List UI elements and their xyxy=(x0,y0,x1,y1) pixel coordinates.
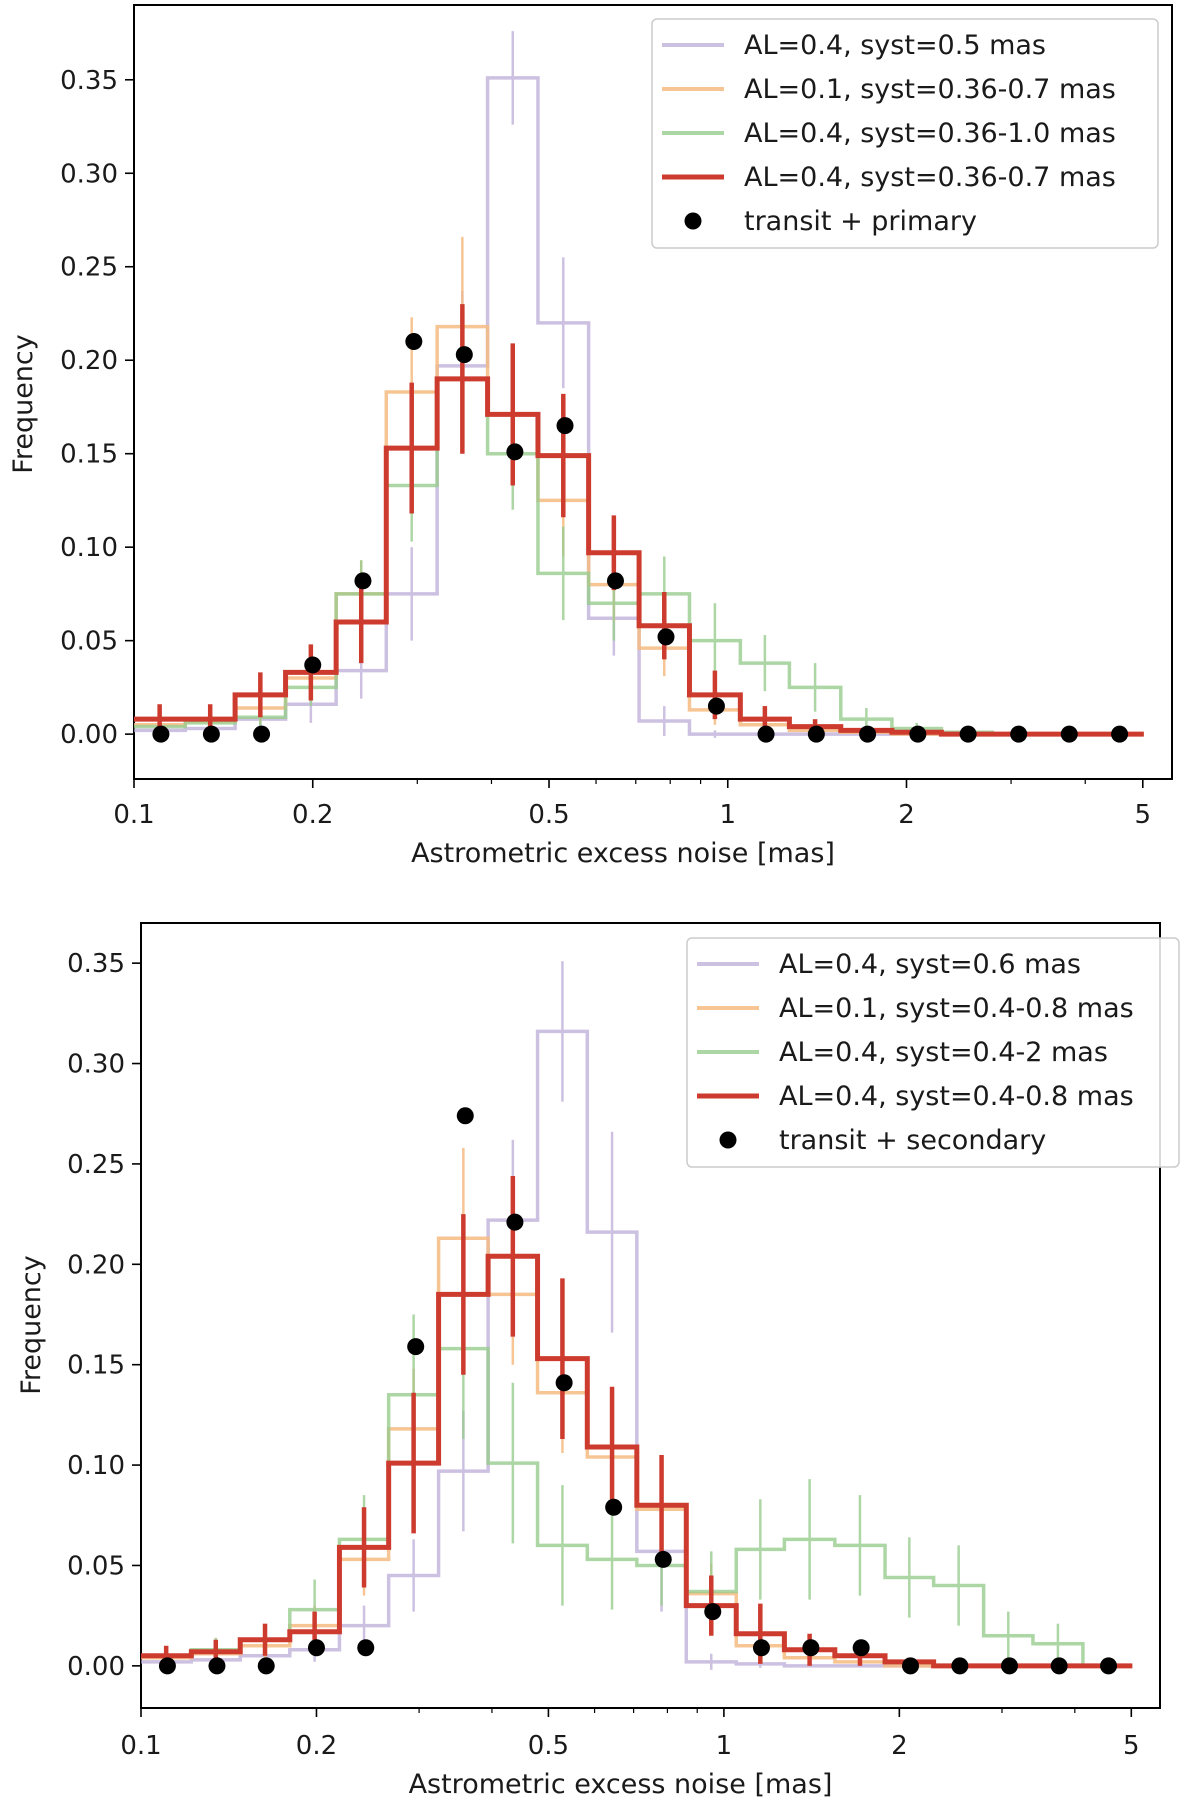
panel1-data-point xyxy=(455,346,473,364)
panel2-x-tick-label: 5 xyxy=(1123,1731,1140,1761)
panel1-data-point xyxy=(657,628,675,646)
panel1-data-point xyxy=(707,697,725,715)
panel1-data-point xyxy=(1111,725,1129,743)
panel2-y-tick-label: 0.15 xyxy=(67,1351,125,1381)
panel1-legend: AL=0.4, syst=0.5 mas AL=0.1, syst=0.36-0.… xyxy=(651,18,1159,249)
panel2-y-tick-label: 0.30 xyxy=(67,1050,125,1080)
panel1-x-tick-label: 0.1 xyxy=(113,800,154,830)
panel1-data-point xyxy=(909,725,927,743)
panel2-data-point xyxy=(555,1374,573,1392)
panel1-data-point xyxy=(1060,725,1078,743)
panel2-legend-swatch-points xyxy=(719,1131,737,1149)
panel2-data-point xyxy=(605,1498,623,1516)
panel2-data-point xyxy=(506,1213,524,1231)
panel2-y-tick-label: 0.05 xyxy=(67,1551,125,1581)
panel1-data-point xyxy=(506,443,524,461)
panel2-data-point xyxy=(802,1639,820,1657)
panel2-data-point xyxy=(357,1639,375,1657)
panel1-y-tick-label: 0.05 xyxy=(60,627,118,657)
panel2-data-point xyxy=(158,1657,176,1675)
panel2-legend-label-points: transit + secondary xyxy=(779,1125,1046,1156)
panel1-legend-label-3: AL=0.4, syst=0.36-1.0 mas xyxy=(744,118,1116,149)
panel2-data-point xyxy=(1100,1657,1118,1675)
panel2-plot-area xyxy=(141,961,1133,1675)
panel1-y-tick-label: 0.35 xyxy=(60,66,118,96)
panel1-legend-label-2: AL=0.1, syst=0.36-0.7 mas xyxy=(744,74,1116,105)
panel1-x-axis-label: Astrometric excess noise [mas] xyxy=(411,838,835,869)
panel1-data-point xyxy=(152,725,170,743)
panel2-data-point xyxy=(852,1639,870,1657)
panel1-data-point xyxy=(757,725,775,743)
panel1-x-tick-label: 5 xyxy=(1135,800,1152,830)
panel1-y-tick-label: 0.10 xyxy=(60,533,118,563)
panel2-x-axis-label: Astrometric excess noise [mas] xyxy=(409,1769,833,1800)
panel2-legend-label-1: AL=0.4, syst=0.6 mas xyxy=(779,949,1081,980)
panel2-data-point xyxy=(456,1107,474,1125)
panel1-data-point xyxy=(606,572,624,590)
panel2-y-tick-label: 0.20 xyxy=(67,1250,125,1280)
panel2-data-point xyxy=(951,1657,969,1675)
panel1-data-point xyxy=(202,725,220,743)
panel2-data-point xyxy=(307,1639,325,1657)
panel1-points xyxy=(152,333,1129,743)
panel1-plot-area xyxy=(134,31,1144,743)
panel1-y-tick-label: 0.00 xyxy=(60,720,118,750)
panel2-chart: 0.00 0.05 0.10 0.15 0.20 0.25 0.30 0.35 0.1 0.2 0.… xyxy=(16,922,1180,1800)
panel2-series-4-step-line xyxy=(141,1253,1133,1669)
panel2-y-tick-label: 0.35 xyxy=(67,949,125,979)
panel1-data-point xyxy=(304,656,322,674)
panel2-data-point xyxy=(1000,1657,1018,1675)
panel2-axes-frame xyxy=(140,922,1161,1709)
panel2-data-point xyxy=(257,1657,275,1675)
panel2-x-tick-label: 0.2 xyxy=(296,1731,337,1761)
panel1-data-point xyxy=(1010,725,1028,743)
panel2-data-point xyxy=(704,1603,722,1621)
panel2-y-tick-label: 0.25 xyxy=(67,1150,125,1180)
panel1-legend-box xyxy=(651,18,1159,249)
panel1-axes-frame xyxy=(133,4,1173,780)
panel1-legend-label-points: transit + primary xyxy=(744,206,977,237)
panel2-y-axis-label: Frequency xyxy=(16,1255,47,1395)
panel1-x-tick-label: 1 xyxy=(719,800,736,830)
panel1-data-point xyxy=(807,725,825,743)
panel2-legend-label-3: AL=0.4, syst=0.4-2 mas xyxy=(779,1037,1108,1068)
panel1-y-axis-label: Frequency xyxy=(8,334,39,474)
panel1-data-point xyxy=(354,572,372,590)
panel1-legend-label-4: AL=0.4, syst=0.36-0.7 mas xyxy=(744,162,1116,193)
panel1-data-point xyxy=(556,417,574,435)
panel1-x-tick-label: 2 xyxy=(898,800,915,830)
panel2-x-tick-label: 2 xyxy=(891,1731,908,1761)
panel2-legend-box xyxy=(686,937,1180,1168)
panel2-data-point xyxy=(654,1550,672,1568)
panel2-data-point xyxy=(901,1657,919,1675)
panel1-data-point xyxy=(253,725,271,743)
panel2-legend: AL=0.4, syst=0.6 mas AL=0.1, syst=0.4-0.8… xyxy=(686,937,1180,1168)
panel1-y-tick-label: 0.30 xyxy=(60,159,118,189)
panel1-data-point xyxy=(405,333,423,351)
panel2-x-tick-label: 0.5 xyxy=(528,1731,569,1761)
panel1-chart: 0.00 0.05 0.10 0.15 0.20 0.25 0.30 0.35 0.1 0.2 0.… xyxy=(8,4,1173,869)
panel1-y-tick-label: 0.15 xyxy=(60,440,118,470)
panel1-y-tick-label: 0.20 xyxy=(60,346,118,376)
panel1-x-tick-label: 0.5 xyxy=(528,800,569,830)
panel1-data-point xyxy=(959,725,977,743)
panel1-legend-label-1: AL=0.4, syst=0.5 mas xyxy=(744,30,1046,61)
panel2-data-point xyxy=(752,1639,770,1657)
panel2-y-tick-label: 0.00 xyxy=(67,1652,125,1682)
panel2-legend-label-4: AL=0.4, syst=0.4-0.8 mas xyxy=(779,1081,1134,1112)
panel2-data-point xyxy=(208,1657,226,1675)
panel1-legend-swatch-points xyxy=(684,212,702,230)
panel1-x-tick-label: 0.2 xyxy=(292,800,333,830)
panel2-x-tick-label: 1 xyxy=(716,1731,733,1761)
panel1-data-point xyxy=(859,725,877,743)
panel2-legend-label-2: AL=0.1, syst=0.4-0.8 mas xyxy=(779,993,1134,1024)
panel2-data-point xyxy=(1050,1657,1068,1675)
panel2-points xyxy=(158,1107,1118,1675)
panel2-data-point xyxy=(407,1338,425,1356)
panel1-y-tick-label: 0.25 xyxy=(60,253,118,283)
panel2-x-tick-label: 0.1 xyxy=(120,1731,161,1761)
panel2-y-tick-label: 0.10 xyxy=(67,1451,125,1481)
